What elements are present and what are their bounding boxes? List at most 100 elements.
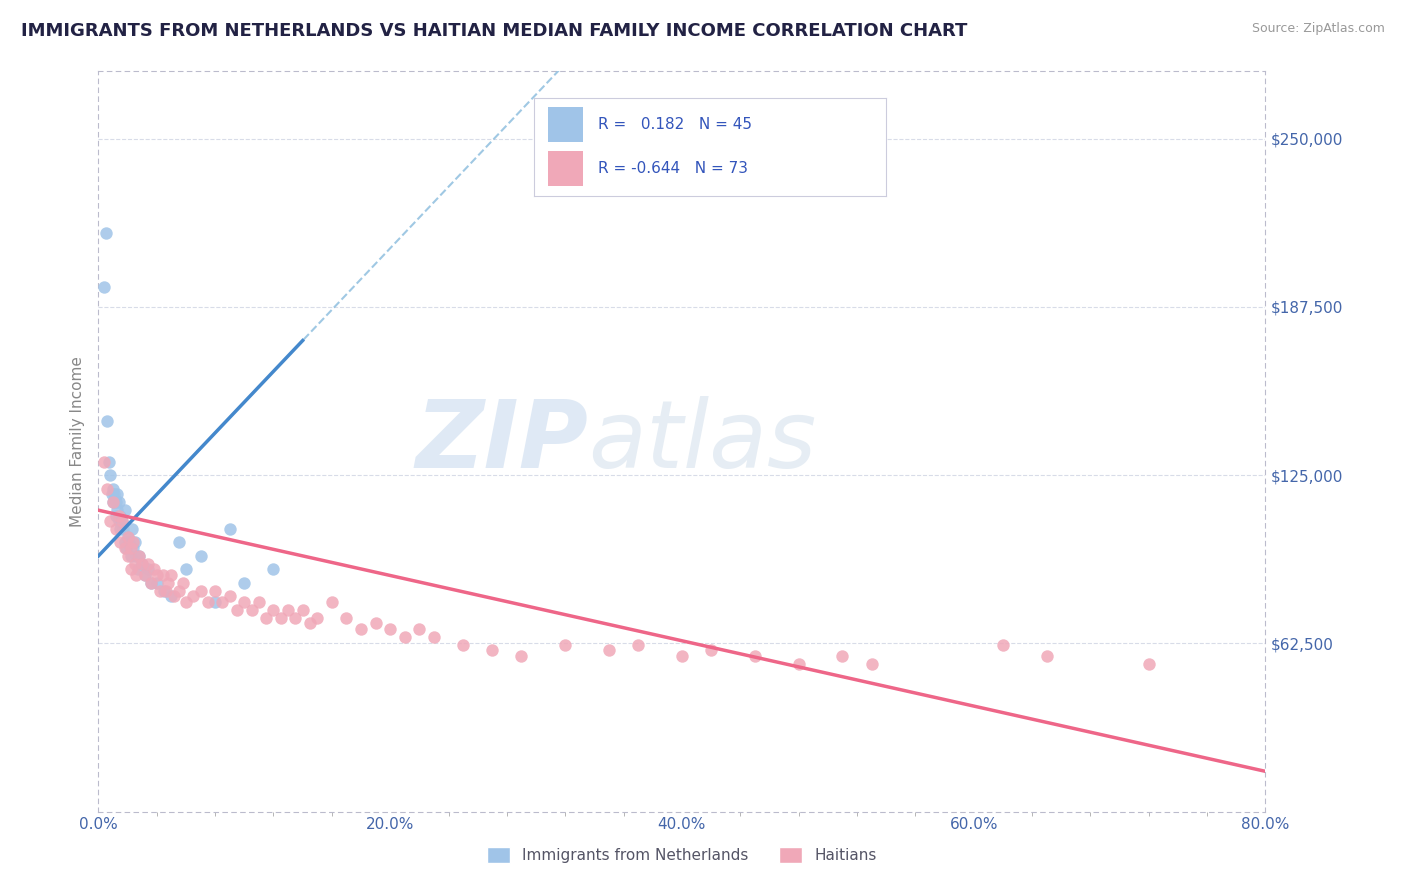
Point: [103, 487, 125, 501]
Point: [146, 575, 169, 590]
Point: [124, 535, 146, 549]
Point: [117, 530, 139, 544]
Point: [197, 595, 219, 609]
Point: [247, 595, 270, 609]
Point: [105, 503, 128, 517]
Point: [108, 514, 131, 528]
Point: [96, 482, 118, 496]
Point: [598, 643, 620, 657]
Point: [254, 611, 277, 625]
Point: [101, 482, 124, 496]
Point: [226, 603, 249, 617]
Point: [114, 541, 136, 555]
Point: [98, 468, 121, 483]
Point: [451, 638, 474, 652]
Point: [700, 643, 723, 657]
Point: [136, 557, 159, 571]
Point: [211, 595, 233, 609]
Point: [262, 603, 284, 617]
Point: [394, 630, 416, 644]
Point: [270, 611, 292, 625]
Point: [110, 508, 132, 523]
Point: [111, 514, 134, 528]
Point: [114, 535, 136, 549]
Point: [218, 590, 240, 604]
Point: [120, 562, 142, 576]
Text: R = -0.644   N = 73: R = -0.644 N = 73: [598, 161, 748, 177]
Point: [152, 567, 174, 582]
Point: [510, 648, 533, 663]
Point: [139, 575, 162, 590]
Point: [408, 622, 430, 636]
Point: [128, 549, 150, 563]
Text: IMMIGRANTS FROM NETHERLANDS VS HAITIAN MEDIAN FAMILY INCOME CORRELATION CHART: IMMIGRANTS FROM NETHERLANDS VS HAITIAN M…: [21, 22, 967, 40]
Point: [335, 611, 357, 625]
Point: [277, 603, 299, 617]
Text: Source: ZipAtlas.com: Source: ZipAtlas.com: [1251, 22, 1385, 36]
FancyBboxPatch shape: [548, 107, 583, 142]
Point: [167, 584, 190, 599]
Point: [481, 643, 503, 657]
Point: [101, 495, 124, 509]
Point: [172, 575, 194, 590]
Point: [100, 487, 122, 501]
Point: [146, 567, 169, 582]
Point: [117, 549, 139, 563]
Point: [1137, 657, 1160, 671]
Point: [112, 522, 135, 536]
Point: [120, 549, 142, 563]
Point: [93, 279, 115, 293]
Point: [380, 622, 402, 636]
Point: [104, 508, 127, 523]
Point: [131, 557, 153, 571]
Text: ZIP: ZIP: [416, 395, 589, 488]
Point: [744, 648, 766, 663]
Legend: Immigrants from Netherlands, Haitians: Immigrants from Netherlands, Haitians: [479, 839, 884, 871]
Point: [671, 648, 693, 663]
Point: [233, 595, 256, 609]
Point: [155, 584, 177, 599]
Point: [114, 503, 136, 517]
Point: [153, 584, 176, 599]
Point: [124, 557, 146, 571]
Point: [233, 575, 256, 590]
Point: [307, 611, 329, 625]
Point: [104, 522, 127, 536]
Point: [115, 541, 138, 555]
Point: [160, 567, 183, 582]
Point: [554, 638, 576, 652]
Point: [204, 595, 226, 609]
Point: [104, 495, 127, 509]
Point: [364, 616, 387, 631]
Point: [831, 648, 853, 663]
Point: [120, 541, 142, 555]
Point: [991, 638, 1014, 652]
Point: [96, 414, 118, 428]
Point: [787, 657, 810, 671]
Point: [125, 567, 148, 582]
Point: [160, 590, 183, 604]
Point: [131, 557, 153, 571]
Point: [139, 575, 162, 590]
Point: [105, 487, 128, 501]
Point: [262, 562, 284, 576]
Text: atlas: atlas: [589, 396, 817, 487]
Point: [110, 522, 132, 536]
Point: [163, 590, 186, 604]
Point: [134, 567, 156, 582]
Point: [108, 495, 131, 509]
Y-axis label: Median Family Income: Median Family Income: [69, 356, 84, 527]
Point: [190, 584, 212, 599]
Point: [93, 455, 115, 469]
Point: [134, 567, 156, 582]
Point: [117, 530, 139, 544]
Point: [218, 522, 240, 536]
Point: [240, 603, 263, 617]
Point: [111, 514, 134, 528]
Point: [101, 495, 124, 509]
Point: [1035, 648, 1057, 663]
FancyBboxPatch shape: [548, 151, 583, 186]
Point: [860, 657, 883, 671]
Point: [204, 584, 226, 599]
Text: R =   0.182   N = 45: R = 0.182 N = 45: [598, 117, 752, 132]
